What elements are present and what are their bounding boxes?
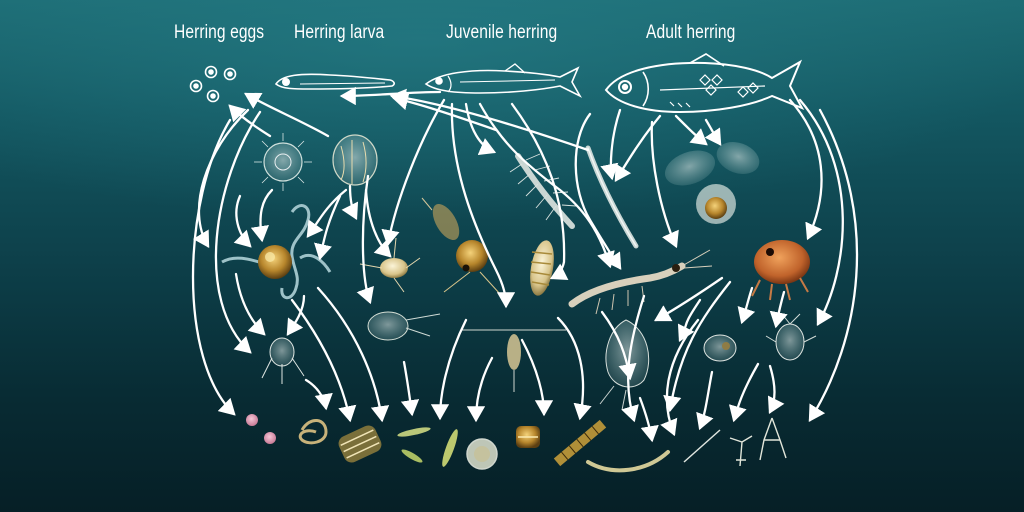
label-herring-eggs: Herring eggs xyxy=(174,22,265,43)
arrow xyxy=(677,298,702,343)
arrow xyxy=(696,370,714,431)
arrow xyxy=(430,318,468,421)
amphipod-icon xyxy=(751,240,810,301)
small-crustacean-icon xyxy=(703,313,817,362)
arrow xyxy=(520,338,554,417)
arrow xyxy=(381,98,446,247)
arrow xyxy=(244,92,330,138)
arrow xyxy=(674,114,708,146)
arrow xyxy=(650,120,679,249)
arrow xyxy=(233,194,252,248)
arrow xyxy=(341,184,359,221)
comb-jelly-icon xyxy=(332,134,378,186)
arrow xyxy=(306,188,348,238)
arrow xyxy=(728,362,760,423)
arrow xyxy=(798,98,844,327)
ciliate-larva-icon xyxy=(221,204,332,300)
copepod-icon xyxy=(421,197,501,295)
phytoplankton-row xyxy=(246,414,787,473)
arrow xyxy=(214,110,262,354)
arrow xyxy=(808,108,859,422)
label-herring-larva: Herring larva xyxy=(294,22,385,43)
long-antenna-copepod-icon xyxy=(462,329,566,392)
arrow xyxy=(286,294,306,336)
arrow xyxy=(600,108,622,181)
krill-icon xyxy=(568,249,713,315)
arrow xyxy=(663,280,732,413)
arrow xyxy=(654,276,724,322)
arrow xyxy=(364,188,392,258)
arrow xyxy=(767,364,785,415)
arrow xyxy=(704,118,722,146)
arrow xyxy=(250,188,274,243)
arrow xyxy=(290,298,357,423)
arrow xyxy=(478,102,615,269)
arrow xyxy=(316,286,390,423)
arrow xyxy=(466,356,494,423)
arrow xyxy=(614,114,662,182)
herring-larva-icon xyxy=(274,73,395,90)
arrow xyxy=(464,102,497,156)
arrow xyxy=(234,272,266,336)
arrow xyxy=(621,294,646,423)
arrow xyxy=(769,290,788,329)
arrow xyxy=(192,108,250,248)
cladoceran-icon xyxy=(367,311,441,341)
pteropod-icon xyxy=(664,142,760,224)
arrow xyxy=(400,360,420,417)
arrow xyxy=(228,104,272,138)
arrow xyxy=(737,286,756,325)
adult-herring-icon xyxy=(604,53,805,114)
nauplius-larva-icon xyxy=(261,337,305,384)
arrow xyxy=(510,102,569,281)
arrow xyxy=(788,98,823,241)
arrow xyxy=(600,310,637,381)
caterpillar-larva-icon xyxy=(530,240,554,296)
arrow xyxy=(391,92,498,132)
arrow xyxy=(356,174,374,305)
feeding-arrows xyxy=(191,86,859,443)
arrow xyxy=(191,118,236,416)
crab-zoea-icon xyxy=(359,237,421,293)
polychaete-larva-icon xyxy=(509,153,577,229)
siphonophore-icon xyxy=(599,319,650,411)
arrow xyxy=(339,86,442,106)
label-juvenile-herring: Juvenile herring xyxy=(446,22,558,43)
arrow xyxy=(638,396,659,443)
medusa-icon xyxy=(254,133,312,191)
herring-eggs-icon xyxy=(189,65,237,103)
arrow-worm-icon xyxy=(585,145,639,249)
arrow xyxy=(314,194,342,261)
arrow xyxy=(304,378,333,411)
arrow xyxy=(450,102,516,309)
label-adult-herring: Adult herring xyxy=(646,22,736,43)
arrow xyxy=(556,316,592,421)
juvenile-herring-icon xyxy=(424,63,583,98)
